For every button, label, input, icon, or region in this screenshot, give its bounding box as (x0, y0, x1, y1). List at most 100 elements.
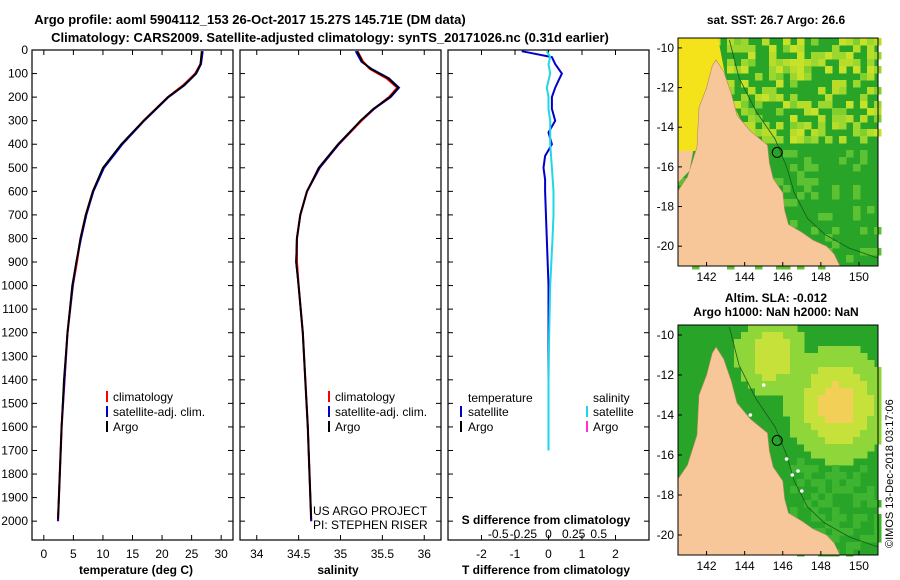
top-tick-label: -0.5 (488, 527, 509, 541)
field-cell (797, 73, 805, 81)
field-cell (853, 409, 861, 417)
field-cell (755, 325, 763, 333)
field-cell (769, 353, 777, 361)
legend-mark-argo (106, 421, 108, 432)
field-cell (797, 136, 805, 144)
field-cell (853, 388, 861, 396)
field-cell (853, 59, 861, 67)
field-cell (811, 360, 819, 368)
field-cell (832, 507, 840, 515)
field-cell (804, 136, 812, 144)
field-cell (783, 185, 791, 193)
field-cell (839, 514, 847, 522)
field-cell (755, 129, 763, 137)
field-cell (811, 178, 819, 186)
field-cell (769, 360, 777, 368)
field-cell (860, 395, 868, 403)
field-cell (832, 409, 840, 417)
field-cell (734, 353, 742, 361)
field-cell (797, 129, 805, 137)
field-cell (860, 444, 868, 452)
field-cell (825, 94, 833, 102)
field-cell (818, 486, 826, 494)
field-cell (860, 101, 868, 109)
field-cell (839, 423, 847, 431)
field-cell (853, 66, 861, 74)
field-cell (741, 94, 749, 102)
field-cell (846, 409, 854, 417)
field-cell (741, 59, 749, 67)
field-cell (804, 472, 812, 480)
altimeter-track-point (800, 489, 804, 493)
field-cell (860, 416, 868, 424)
field-cell (811, 108, 819, 116)
field-cell (818, 101, 826, 109)
field-cell (818, 346, 826, 354)
map-y-label: -12 (657, 368, 675, 382)
field-cell (783, 360, 791, 368)
field-cell (790, 66, 798, 74)
x-tick-label: 5 (70, 547, 77, 561)
legend-label-argo: Argo (113, 420, 139, 434)
field-cell (839, 367, 847, 375)
field-cell (867, 108, 875, 116)
field-cell (797, 381, 805, 389)
x-tick-label: 30 (214, 547, 228, 561)
field-cell (867, 59, 875, 67)
field-cell (790, 164, 798, 172)
field-cell (811, 479, 819, 487)
sla-map: 142 144 146 148 150 -10 -12 -14 -16 -18 -20 (657, 324, 882, 573)
field-cell (832, 479, 840, 487)
field-cell (825, 472, 833, 480)
field-cell (867, 486, 875, 494)
field-cell (811, 444, 819, 452)
diff-legend-mark-temp-satellite (460, 406, 462, 417)
field-cell (783, 381, 791, 389)
field-cell (839, 486, 847, 494)
x-tick-label: 20 (155, 547, 169, 561)
depth-label: 1600 (1, 420, 28, 434)
field-cell (804, 59, 812, 67)
depth-label: 900 (8, 255, 28, 269)
field-cell (748, 325, 756, 333)
field-cell (839, 409, 847, 417)
depth-label: 1500 (1, 396, 28, 410)
field-cell (769, 339, 777, 347)
temperature-panel (31, 49, 234, 541)
field-cell (867, 423, 875, 431)
field-cell (783, 346, 791, 354)
map-frame (677, 324, 879, 556)
field-cell (797, 430, 805, 438)
field-cell (762, 136, 770, 144)
field-cell (832, 52, 840, 60)
depth-label: 100 (8, 67, 28, 81)
x-tick-label: 34 (250, 547, 264, 561)
field-cell (783, 45, 791, 53)
field-cell (853, 80, 861, 88)
field-cell (818, 59, 826, 67)
field-cell (832, 465, 840, 473)
field-cell (846, 59, 854, 67)
field-cell (818, 122, 826, 130)
legend-mark-climatology (106, 391, 108, 402)
field-cell (797, 332, 805, 340)
field-cell (839, 346, 847, 354)
field-cell (811, 52, 819, 60)
field-cell (818, 87, 826, 95)
top-tick-label: 0.5 (590, 527, 607, 541)
map-y-label: -16 (657, 448, 675, 462)
field-cell (818, 444, 826, 452)
x-tick-label: -2 (476, 547, 487, 561)
field-cell (776, 332, 784, 340)
salinity-panel (239, 49, 442, 541)
field-cell (755, 332, 763, 340)
field-cell (825, 136, 833, 144)
field-cell (839, 353, 847, 361)
field-cell (846, 549, 854, 557)
field-cell (846, 444, 854, 452)
field-cell (797, 458, 805, 466)
salinity-plot: 34 34.5 35 35.5 36 (240, 49, 441, 561)
field-cell (853, 374, 861, 382)
field-cell (832, 241, 840, 249)
field-cell (797, 171, 805, 179)
